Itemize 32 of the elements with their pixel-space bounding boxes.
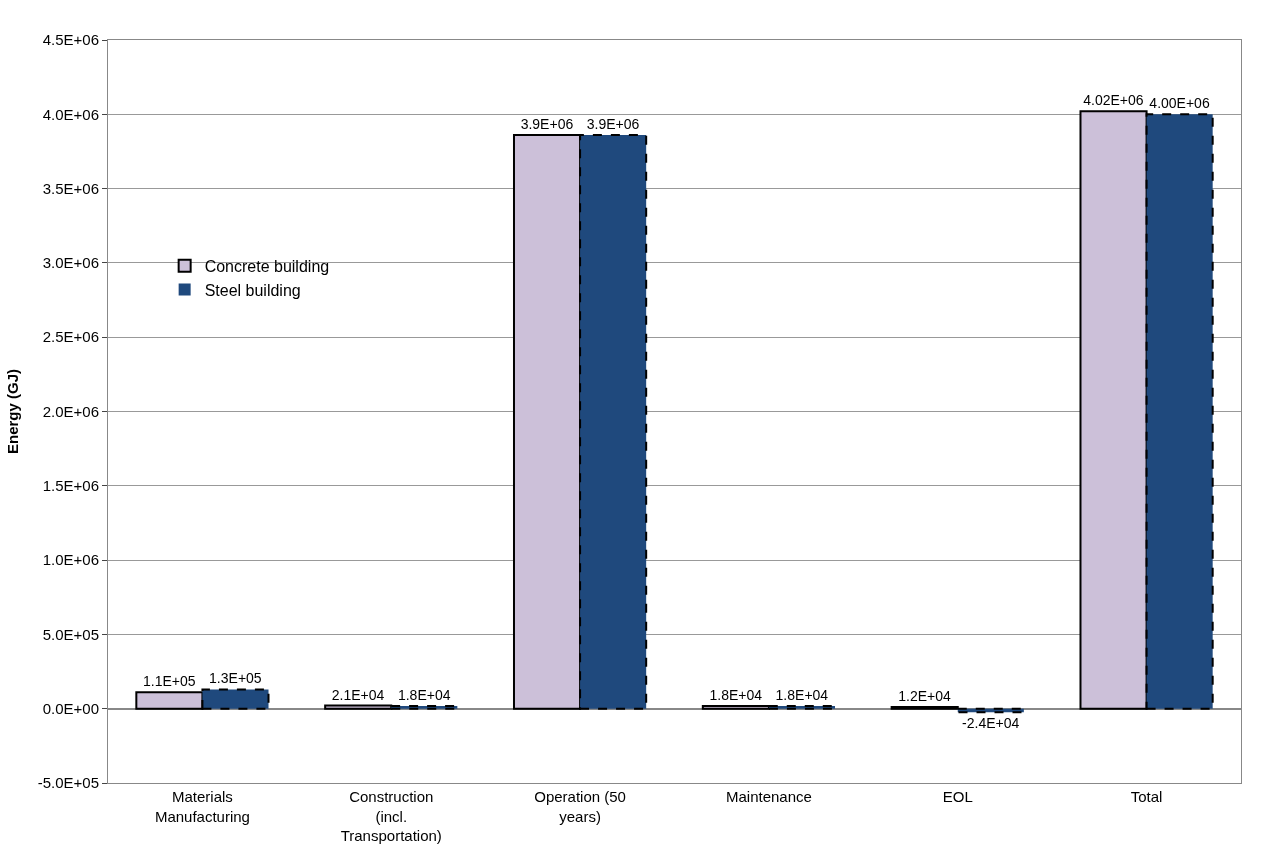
y-tick-label: 0.0E+00 bbox=[42, 699, 99, 717]
legend-label: Steel building bbox=[204, 281, 301, 299]
x-tick-label: EOL bbox=[942, 788, 973, 805]
y-tick-label: 5.0E+05 bbox=[42, 625, 99, 643]
data-label: 1.8E+04 bbox=[775, 687, 829, 704]
data-label: 2.1E+04 bbox=[331, 686, 385, 703]
y-tick-label: 3.0E+06 bbox=[42, 254, 99, 272]
y-axis-title: Energy (GJ) bbox=[3, 368, 21, 455]
data-label: 1.1E+05 bbox=[142, 673, 196, 690]
data-label: 1.8E+04 bbox=[397, 687, 451, 704]
y-tick-label: 4.0E+06 bbox=[42, 105, 99, 123]
y-tick-label: 1.5E+06 bbox=[42, 477, 99, 495]
data-label: 4.00E+06 bbox=[1149, 95, 1210, 112]
data-label: 1.3E+05 bbox=[209, 670, 262, 687]
y-tick-label: 4.5E+06 bbox=[42, 31, 99, 49]
x-tick-label: Total bbox=[1130, 788, 1163, 805]
data-label: 1.2E+04 bbox=[898, 687, 952, 704]
data-label: 1.8E+04 bbox=[709, 687, 763, 704]
data-label: -2.4E+04 bbox=[962, 715, 1020, 732]
x-tick-label: Maintenance bbox=[725, 788, 812, 805]
data-label: 3.9E+06 bbox=[586, 116, 640, 133]
legend-label: Concrete building bbox=[204, 257, 330, 275]
y-tick-label: 1.0E+06 bbox=[42, 551, 99, 569]
y-tick-label: 2.5E+06 bbox=[42, 328, 99, 346]
x-tick-label: Construction (incl. Transportation) bbox=[340, 788, 442, 844]
x-tick-label: Operation (50 years) bbox=[534, 788, 626, 825]
x-tick-label: Materials Manufacturing bbox=[154, 788, 250, 825]
y-tick-label: 2.0E+06 bbox=[42, 402, 99, 420]
y-tick-label: 3.5E+06 bbox=[42, 179, 99, 197]
data-label: 3.9E+06 bbox=[520, 116, 574, 133]
y-tick-label: -5.0E+05 bbox=[37, 774, 99, 792]
data-label: 4.02E+06 bbox=[1083, 92, 1144, 109]
